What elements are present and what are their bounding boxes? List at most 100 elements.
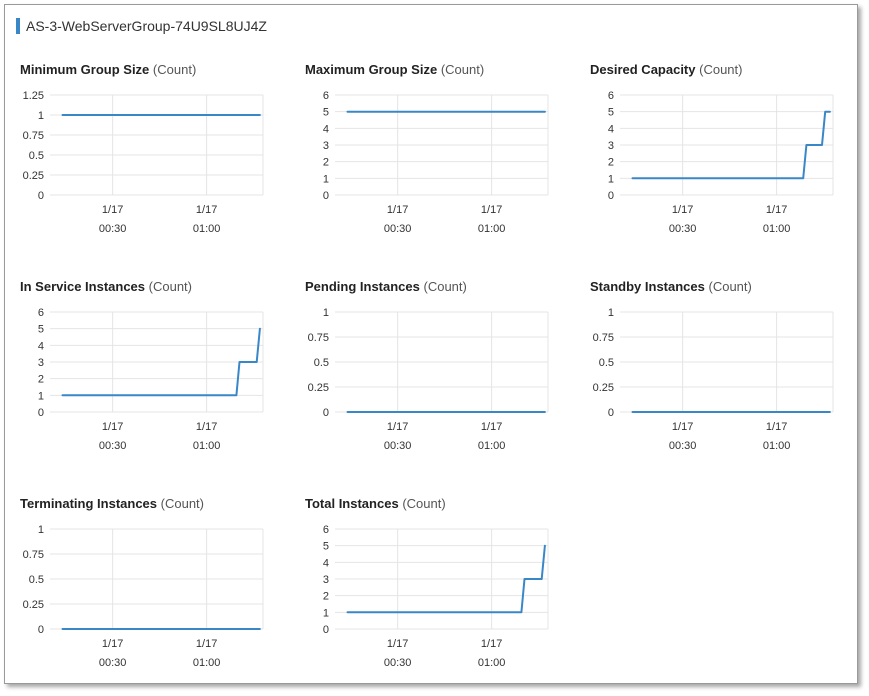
chart-svg: 0 1 2 3 4 5 6 1/17 00:30 1/17 01:00 [323, 90, 549, 235]
y-tick-label: 3 [608, 140, 614, 152]
x-tick-date: 1/17 [196, 204, 217, 216]
x-tick-date: 1/17 [387, 638, 408, 650]
dashboard-frame [4, 4, 858, 684]
y-tick-label: 0 [608, 407, 614, 419]
x-tick-date: 1/17 [672, 204, 693, 216]
chart-panel-max-group-size: Maximum Group Size (Count) 0 1 2 3 4 5 6 1/17 00… [305, 62, 577, 262]
y-tick-label: 0 [38, 624, 44, 636]
y-tick-label: 0.5 [29, 150, 44, 162]
y-tick-label: 0 [38, 190, 44, 202]
y-tick-label: 1.25 [23, 90, 44, 102]
chart-title: Pending Instances (Count) [305, 279, 467, 294]
x-tick-date: 1/17 [196, 638, 217, 650]
y-tick-label: 2 [38, 374, 44, 386]
y-tick-label: 4 [323, 557, 329, 569]
chart-metric-name: Maximum Group Size [305, 62, 438, 77]
y-tick-label: 6 [38, 307, 44, 319]
x-tick-date: 1/17 [102, 421, 123, 433]
y-tick-label: 0 [323, 190, 329, 202]
y-tick-label: 5 [608, 107, 614, 119]
chart-title: In Service Instances (Count) [20, 279, 192, 294]
chart-svg: 0 0.25 0.5 0.75 1 1/17 00:30 1/17 01:00 [593, 307, 834, 452]
y-tick-label: 2 [323, 157, 329, 169]
x-tick-date: 1/17 [102, 638, 123, 650]
y-tick-label: 0 [38, 407, 44, 419]
chart-metric-name: Minimum Group Size [20, 62, 150, 77]
chart-panel-pending-instances: Pending Instances (Count) 0 0.25 0.5 0.75 1 1… [305, 279, 577, 479]
x-tick-date: 1/17 [481, 421, 502, 433]
chart-metric-unit: (Count) [423, 279, 467, 294]
series-line [61, 327, 261, 397]
chart-title: Minimum Group Size (Count) [20, 62, 196, 77]
chart-title: Total Instances (Count) [305, 496, 446, 511]
x-tick-date: 1/17 [387, 204, 408, 216]
x-tick-time: 01:00 [478, 657, 506, 669]
x-tick-time: 00:30 [384, 223, 412, 235]
chart-metric-unit: (Count) [160, 496, 204, 511]
x-tick-date: 1/17 [766, 421, 787, 433]
y-tick-label: 1 [323, 607, 329, 619]
y-tick-label: 1 [38, 390, 44, 402]
x-tick-time: 00:30 [99, 223, 127, 235]
y-tick-label: 0.25 [23, 599, 44, 611]
y-tick-label: 1 [323, 173, 329, 185]
chart-svg: 0 0.25 0.5 0.75 1 1/17 00:30 1/17 01:00 [308, 307, 549, 452]
y-tick-label: 0 [323, 407, 329, 419]
y-tick-label: 4 [38, 340, 44, 352]
chart-metric-unit: (Count) [699, 62, 743, 77]
chart-panel-in-service-instances: In Service Instances (Count) 0 1 2 3 4 5 6 1/17… [20, 279, 292, 479]
y-tick-label: 3 [323, 140, 329, 152]
x-tick-time: 01:00 [193, 223, 221, 235]
group-title: AS-3-WebServerGroup-74U9SL8UJ4Z [26, 18, 267, 34]
x-tick-time: 00:30 [99, 657, 127, 669]
y-tick-label: 0.75 [593, 332, 614, 344]
y-tick-label: 1 [323, 307, 329, 319]
x-tick-date: 1/17 [387, 421, 408, 433]
x-tick-time: 01:00 [478, 223, 506, 235]
y-tick-label: 3 [323, 574, 329, 586]
y-tick-label: 3 [38, 357, 44, 369]
y-tick-label: 0 [608, 190, 614, 202]
x-tick-time: 00:30 [669, 223, 697, 235]
x-tick-date: 1/17 [766, 204, 787, 216]
chart-panel-min-group-size: Minimum Group Size (Count) 0 0.25 0.5 0.75 1… [20, 62, 292, 262]
y-tick-label: 1 [608, 173, 614, 185]
chart-svg: 0 1 2 3 4 5 6 1/17 00:30 1/17 01:00 [323, 524, 549, 669]
y-tick-label: 2 [323, 591, 329, 603]
y-tick-label: 0.5 [599, 357, 614, 369]
chart-svg: 0 1 2 3 4 5 6 1/17 00:30 1/17 01:00 [38, 307, 264, 452]
chart-title: Standby Instances (Count) [590, 279, 752, 294]
y-tick-label: 0.5 [29, 574, 44, 586]
y-tick-label: 1 [608, 307, 614, 319]
series-line [346, 544, 546, 614]
chart-metric-unit: (Count) [440, 62, 485, 77]
x-tick-date: 1/17 [481, 638, 502, 650]
y-tick-label: 2 [608, 157, 614, 169]
x-tick-time: 01:00 [193, 657, 221, 669]
x-tick-time: 01:00 [763, 223, 791, 235]
chart-title: Terminating Instances (Count) [20, 496, 204, 511]
y-tick-label: 5 [38, 324, 44, 336]
y-tick-label: 0.75 [23, 549, 44, 561]
y-tick-label: 0.75 [23, 130, 44, 142]
y-tick-label: 0.25 [593, 382, 614, 394]
series-line [631, 110, 831, 180]
chart-metric-name: Terminating Instances [20, 496, 158, 511]
chart-panel-desired-capacity: Desired Capacity (Count) 0 1 2 3 4 5 6 1/17 00:3… [590, 62, 862, 262]
x-tick-time: 00:30 [384, 657, 412, 669]
x-tick-time: 00:30 [669, 440, 697, 452]
chart-svg: 0 0.25 0.5 0.75 1 1.25 1/17 00:30 1/17 01:00 [23, 90, 264, 235]
y-tick-label: 4 [608, 123, 614, 135]
y-tick-label: 5 [323, 541, 329, 553]
chart-title: Desired Capacity (Count) [590, 62, 742, 77]
x-tick-time: 00:30 [99, 440, 127, 452]
chart-metric-name: Total Instances [305, 496, 399, 511]
chart-metric-unit: (Count) [402, 496, 446, 511]
y-tick-label: 6 [323, 90, 329, 102]
chart-metric-unit: (Count) [148, 279, 192, 294]
y-tick-label: 0.25 [308, 382, 329, 394]
y-tick-label: 0.75 [308, 332, 329, 344]
x-tick-date: 1/17 [672, 421, 693, 433]
group-header: AS-3-WebServerGroup-74U9SL8UJ4Z [16, 18, 267, 34]
chart-panel-terminating-instances: Terminating Instances (Count) 0 0.25 0.5 0.… [20, 496, 292, 696]
